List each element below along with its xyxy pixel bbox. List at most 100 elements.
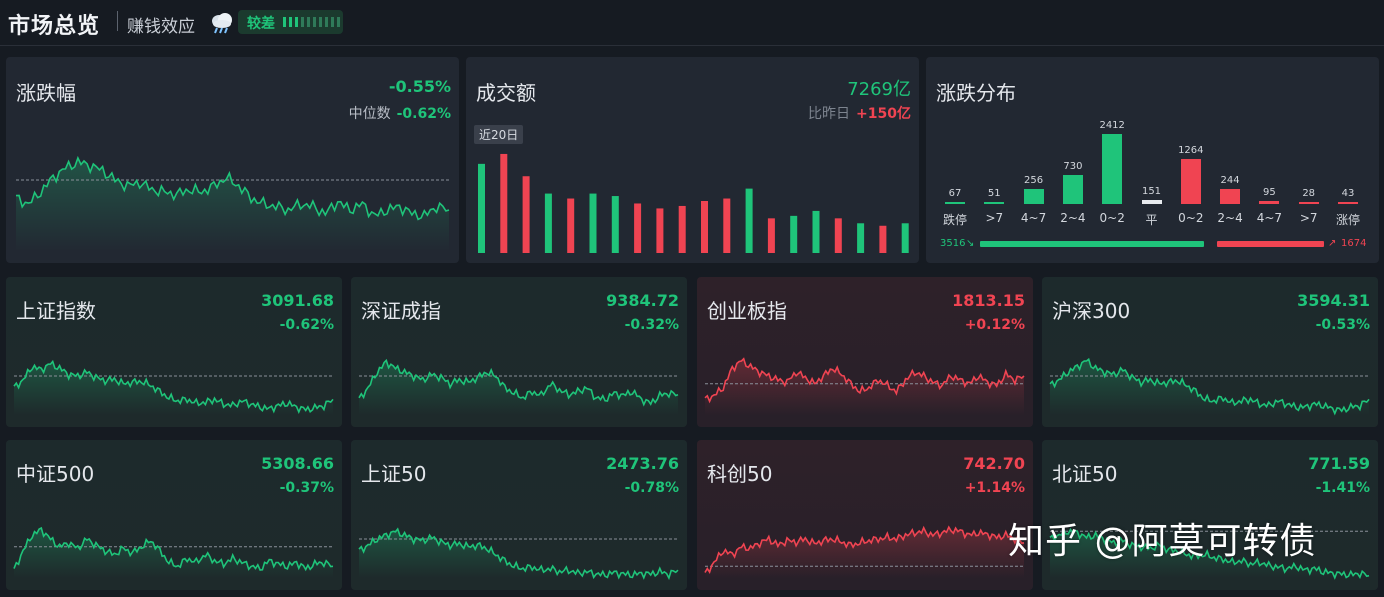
distribution-category: 跌停 [942, 213, 967, 227]
index-change: -0.53% [1315, 317, 1370, 333]
index-tile[interactable]: 中证500 5308.66 -0.37% [6, 440, 342, 590]
distribution-category: 2~4 [1060, 211, 1086, 225]
distribution-panel[interactable]: 涨跌分布 67 跌停 51 >7 256 4~7 730 2~4 2412 0~2 151 平 1264… [926, 57, 1379, 263]
sentiment-segment [289, 17, 292, 27]
distribution-bar [1141, 199, 1162, 204]
distribution-bar [945, 202, 965, 204]
turnover-bar [812, 210, 820, 253]
price-line [358, 527, 679, 581]
index-line-chart [13, 526, 334, 578]
rain-cloud-icon [209, 11, 235, 39]
index-value: 3594.31 [1297, 291, 1370, 310]
median-value: -0.62% [396, 106, 451, 122]
index-tile[interactable]: 深证成指 9384.72 -0.32% [351, 277, 687, 427]
index-change: -0.37% [279, 480, 334, 496]
distribution-value: 95 [1263, 187, 1276, 199]
turnover-compare-row: 比昨日 +150亿 [808, 103, 911, 123]
index-tile[interactable]: 创业板指 1813.15 +0.12% [697, 277, 1033, 427]
index-name: 创业板指 [707, 299, 787, 323]
turnover-bar [701, 201, 708, 253]
index-line-chart [1049, 357, 1370, 416]
sentiment-segment [307, 17, 310, 27]
distribution-value: 151 [1141, 185, 1162, 197]
index-change: +0.12% [964, 317, 1025, 333]
turnover-bar [723, 198, 731, 253]
up-total: 1674 [1341, 238, 1367, 249]
median-label: 中位数 [348, 106, 391, 122]
turnover-bar [634, 203, 642, 253]
index-tile[interactable]: 沪深300 3594.31 -0.53% [1042, 277, 1378, 427]
index-line-chart [704, 357, 1025, 415]
distribution-bar [1298, 202, 1319, 204]
header-divider [117, 11, 118, 31]
turnover-bar-chart [478, 153, 909, 253]
distribution-category: >7 [985, 211, 1004, 225]
turnover-bar [567, 198, 575, 253]
sentiment-level-bar [283, 17, 343, 36]
index-line-chart [358, 527, 679, 581]
index-change: -1.41% [1315, 480, 1370, 496]
index-value: 5308.66 [261, 454, 334, 473]
index-tile[interactable]: 科创50 742.70 +1.14% [697, 440, 1033, 590]
index-line-chart [1049, 527, 1370, 580]
line-area-fill [16, 158, 449, 252]
distribution-title: 涨跌分布 [936, 81, 1016, 105]
sentiment-segment [313, 17, 316, 27]
turnover-bar [745, 188, 753, 253]
index-line-chart [704, 525, 1025, 578]
down-ratio-bar [980, 241, 1204, 247]
distribution-bar [1102, 134, 1123, 204]
distribution-bar [1180, 159, 1201, 204]
turnover-bar [611, 196, 619, 253]
index-tile[interactable]: 上证50 2473.76 -0.78% [351, 440, 687, 590]
index-value: 3091.68 [261, 291, 334, 310]
index-change: +1.14% [964, 480, 1025, 496]
change-line-chart [15, 155, 450, 252]
period-tag[interactable]: 近20日 [474, 125, 524, 144]
index-line-chart [13, 359, 334, 415]
turnover-title: 成交额 [476, 81, 536, 105]
distribution-category: 0~2 [1178, 211, 1204, 225]
index-name: 中证500 [16, 462, 95, 486]
turnover-bar [522, 176, 530, 253]
sentiment-segment [283, 17, 286, 27]
median-row: 中位数 -0.62% [349, 103, 451, 123]
index-name: 深证成指 [361, 299, 441, 323]
turnover-bar [656, 208, 664, 253]
index-name: 上证50 [361, 462, 427, 486]
distribution-category: 4~7 [1020, 211, 1047, 225]
index-tile[interactable]: 上证指数 3091.68 -0.62% [6, 277, 342, 427]
index-value: 1813.15 [952, 291, 1025, 310]
turnover-bar [834, 218, 842, 253]
turnover-bar [901, 223, 909, 253]
compare-value: +150亿 [856, 106, 911, 122]
compare-label: 比昨日 [808, 106, 851, 122]
distribution-value: 51 [987, 188, 1001, 199]
price-line [704, 525, 1025, 574]
index-name: 上证指数 [16, 299, 96, 323]
index-name: 沪深300 [1052, 299, 1131, 323]
distribution-value: 256 [1024, 174, 1044, 186]
turnover-bar [589, 193, 597, 253]
distribution-bar [1259, 201, 1280, 204]
distribution-value: 43 [1341, 188, 1355, 199]
distribution-category: 涨停 [1335, 213, 1360, 227]
change-value: -0.55% [388, 77, 451, 96]
page-title: 市场总览 [8, 14, 101, 39]
index-change: -0.32% [624, 317, 679, 333]
sentiment-badge[interactable]: 较差 [238, 10, 343, 34]
index-value: 9384.72 [606, 291, 679, 310]
turnover-bar [879, 225, 887, 253]
turnover-panel[interactable]: 成交额 7269亿 比昨日 +150亿 近20日 [466, 57, 919, 263]
sentiment-label: 较差 [247, 16, 275, 32]
change-panel[interactable]: 涨跌幅 -0.55% 中位数 -0.62% [6, 57, 459, 263]
header-bar: 市场总览 赚钱效应 较差 [0, 0, 1384, 46]
line-area-fill [359, 529, 678, 578]
watermark: 知乎 @阿莫可转债 [1008, 521, 1317, 562]
distribution-bar [1220, 188, 1241, 204]
index-tile[interactable]: 北证50 771.59 -1.41% [1042, 440, 1378, 590]
distribution-bar [1023, 188, 1044, 204]
distribution-category: 平 [1145, 213, 1158, 227]
price-line [358, 358, 679, 407]
price-line [15, 155, 450, 221]
